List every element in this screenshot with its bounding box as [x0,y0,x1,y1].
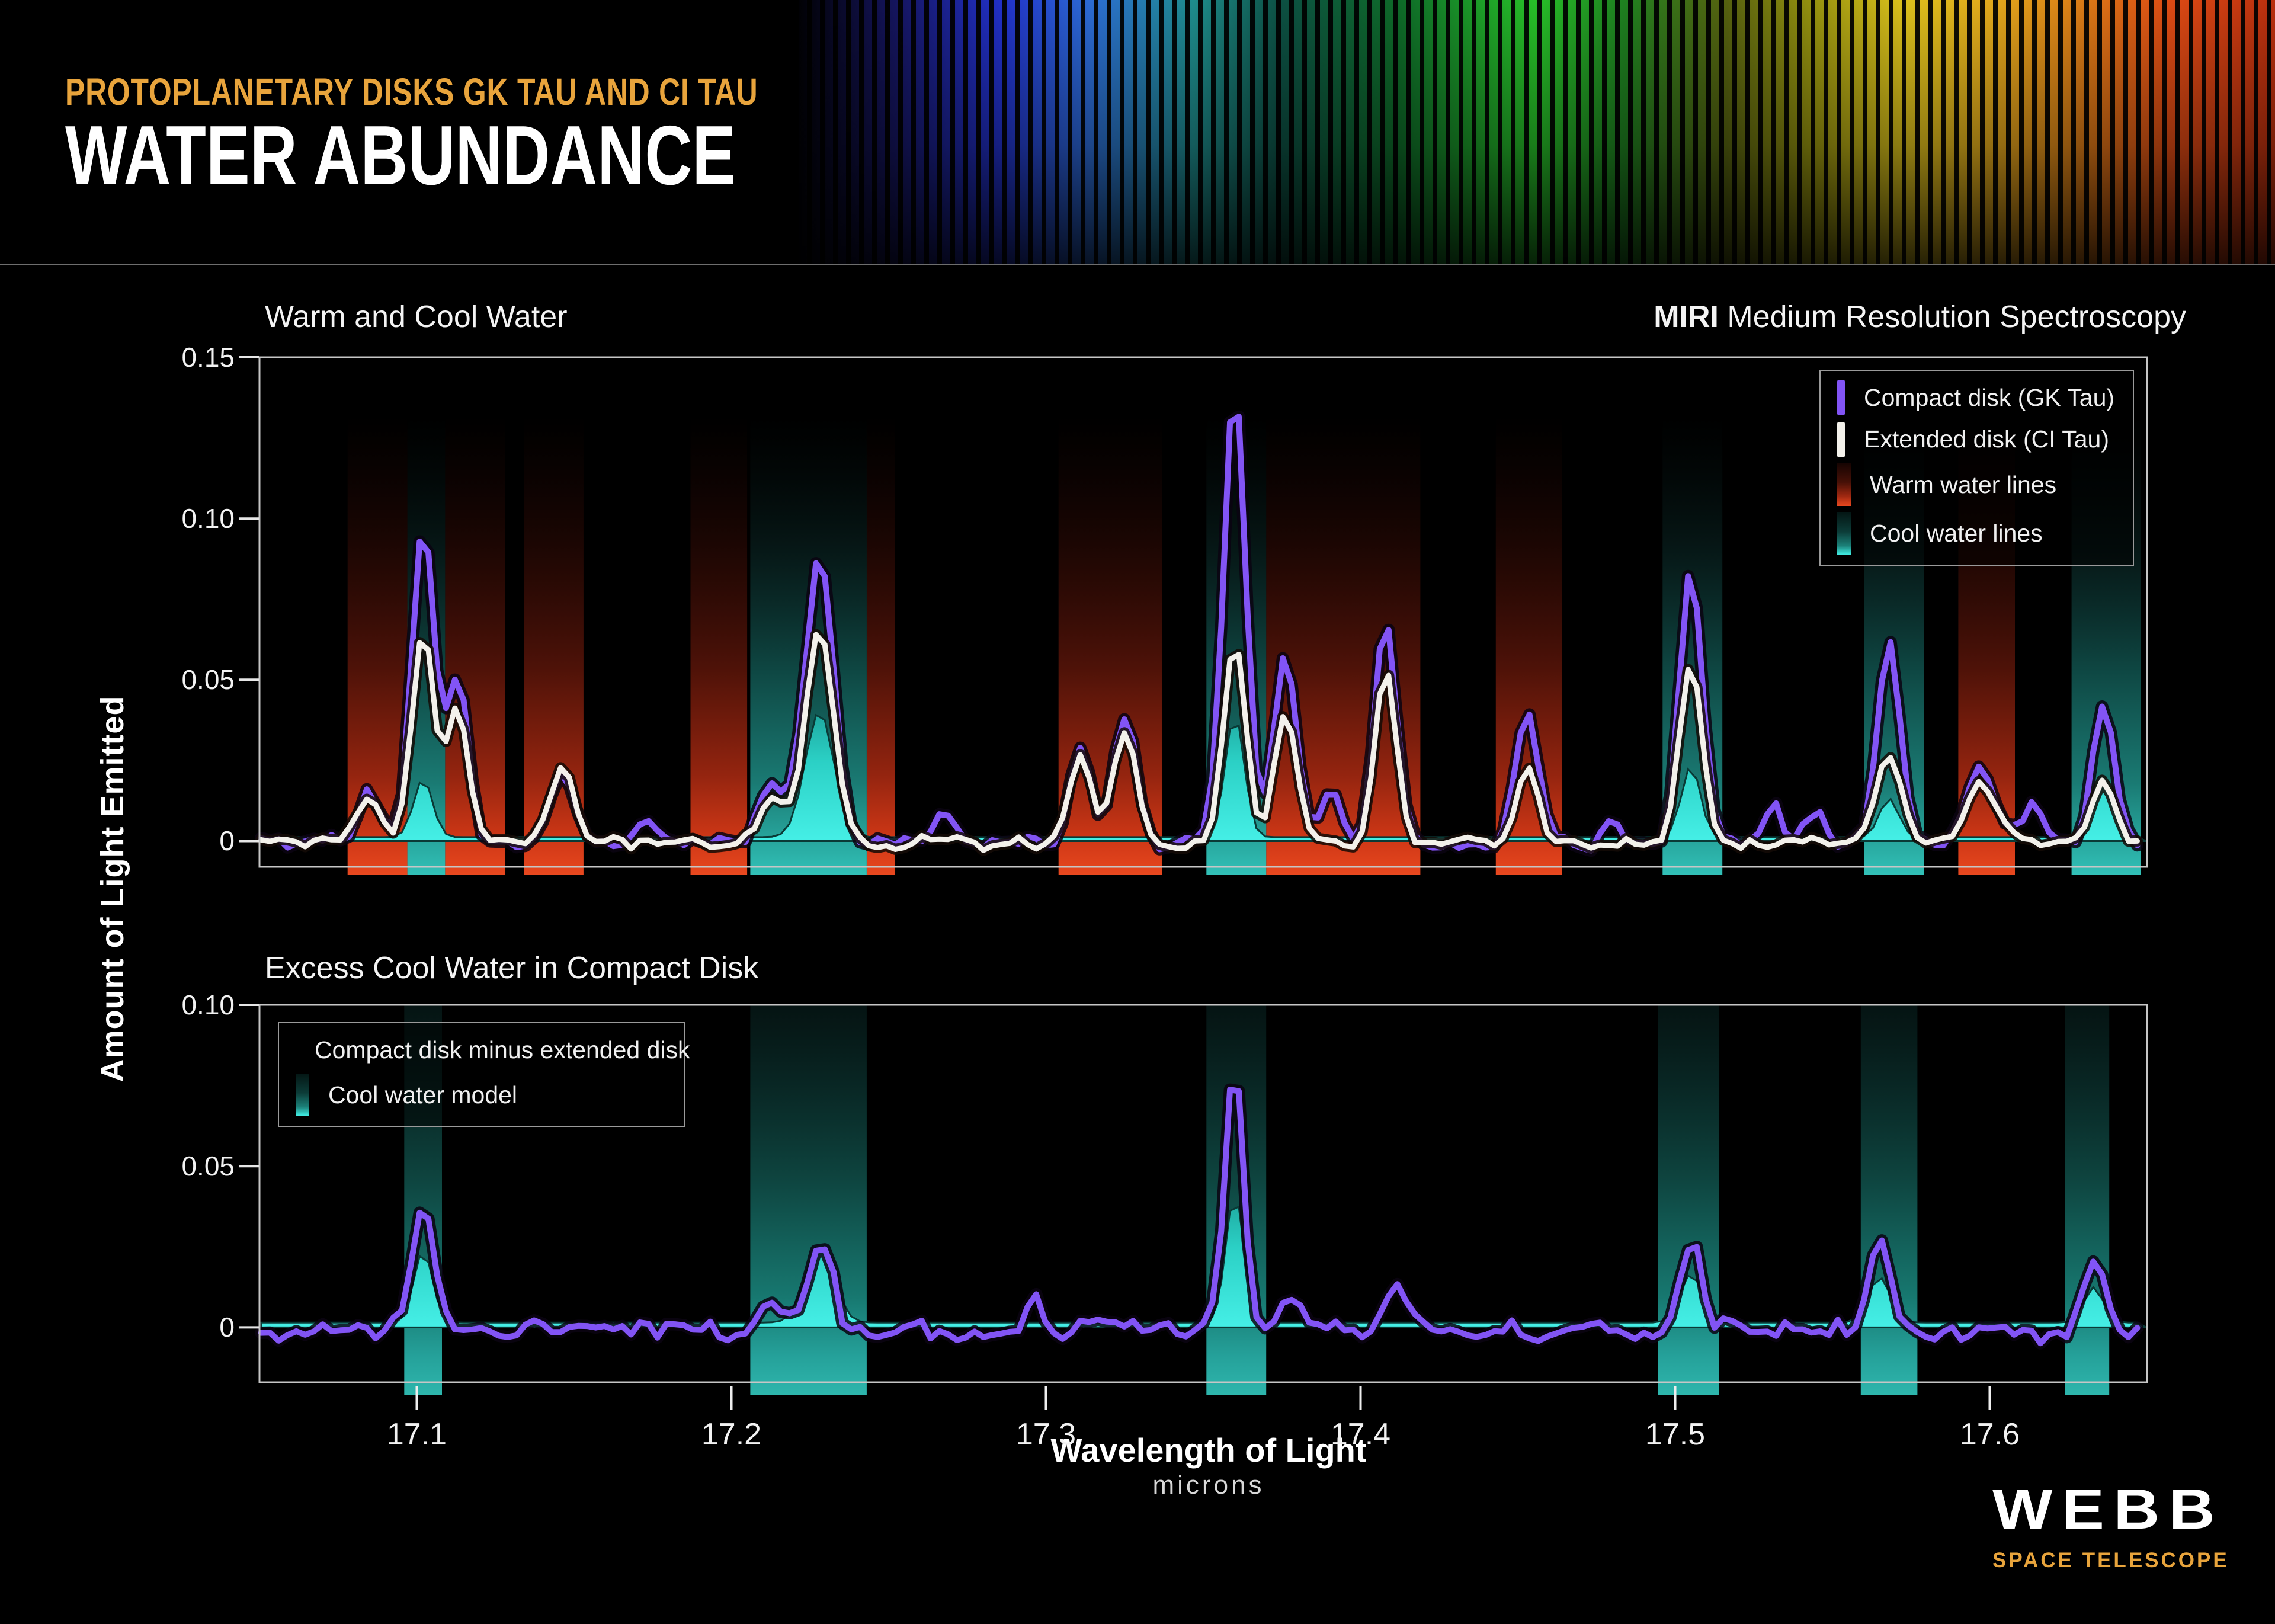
legend-label: Cool water model [328,1081,518,1109]
instrument-label: MIRI Medium Resolution Spectroscopy [1654,299,2186,335]
x-tick-label: 17.4 [1330,1417,1391,1452]
spectrum-comb-graphic [794,0,2275,264]
cool-gradient-swatch-icon [1837,512,1851,555]
header-banner: PROTOPLANETARY DISKS GK TAU AND CI TAU W… [0,0,2275,264]
page-title: WATER ABUNDANCE [65,108,736,203]
top-chart-title: Warm and Cool Water [265,300,568,334]
y-tick-label: 0.10 [181,503,235,534]
legend-item-warm-water-lines: Warm water lines [1821,463,2133,507]
legend-label: Compact disk minus extended disk [315,1036,690,1064]
webb-tagline: SPACE TELESCOPE [1992,1549,2229,1572]
warm-gradient-swatch-icon [1837,463,1851,507]
chart-plot [239,1004,2148,1410]
y-tick-label: 0.05 [181,664,235,696]
purple-line-swatch-icon [1837,380,1845,416]
instrument-mode: Medium Resolution Spectroscopy [1718,300,2186,334]
webb-logo: WEBB SPACE TELESCOPE [1992,1481,2229,1572]
x-axis-title: Wavelength of Light [1050,1431,1367,1469]
instrument-name: MIRI [1654,300,1719,334]
top-chart-legend: Compact disk (GK Tau) Extended disk (CI … [1819,370,2134,566]
y-tick-label: 0.05 [181,1151,235,1182]
legend-item-extended-disk: Extended disk (CI Tau) [1821,421,2133,457]
chart-plot [239,356,2148,875]
y-tick-label: 0.10 [181,989,235,1020]
white-line-swatch-icon [1837,421,1845,457]
legend-item-cool-water-lines: Cool water lines [1821,512,2133,555]
y-axis-title: Amount of Light Emitted [95,695,130,1082]
y-tick-label: 0 [219,825,235,857]
legend-item-difference: Compact disk minus extended disk [279,1032,690,1068]
x-axis-unit: microns [1152,1471,1265,1500]
warm-cool-water-chart [239,356,2148,875]
legend-item-cool-water-model: Cool water model [279,1074,684,1116]
x-tick-label: 17.5 [1645,1417,1706,1452]
webb-wordmark: WEBB [1992,1478,2225,1541]
kicker-text: PROTOPLANETARY DISKS GK TAU AND CI TAU [65,71,758,113]
x-tick-label: 17.1 [386,1417,447,1452]
banner-divider [0,264,2275,265]
cool-gradient-swatch-icon [296,1074,309,1116]
x-tick-label: 17.3 [1015,1417,1076,1452]
excess-cool-water-chart [239,1004,2148,1410]
x-tick-label: 17.6 [1959,1417,2020,1452]
y-tick-label: 0.15 [181,342,235,373]
legend-label: Extended disk (CI Tau) [1864,425,2110,453]
bottom-chart-legend: Compact disk minus extended disk Cool wa… [278,1022,690,1127]
legend-label: Cool water lines [1870,520,2043,547]
legend-label: Warm water lines [1870,470,2057,498]
bottom-chart-title: Excess Cool Water in Compact Disk [265,951,759,985]
y-tick-label: 0 [219,1312,235,1343]
legend-item-compact-disk: Compact disk (GK Tau) [1821,380,2133,416]
legend-label: Compact disk (GK Tau) [1864,383,2115,411]
x-tick-label: 17.2 [701,1417,762,1452]
